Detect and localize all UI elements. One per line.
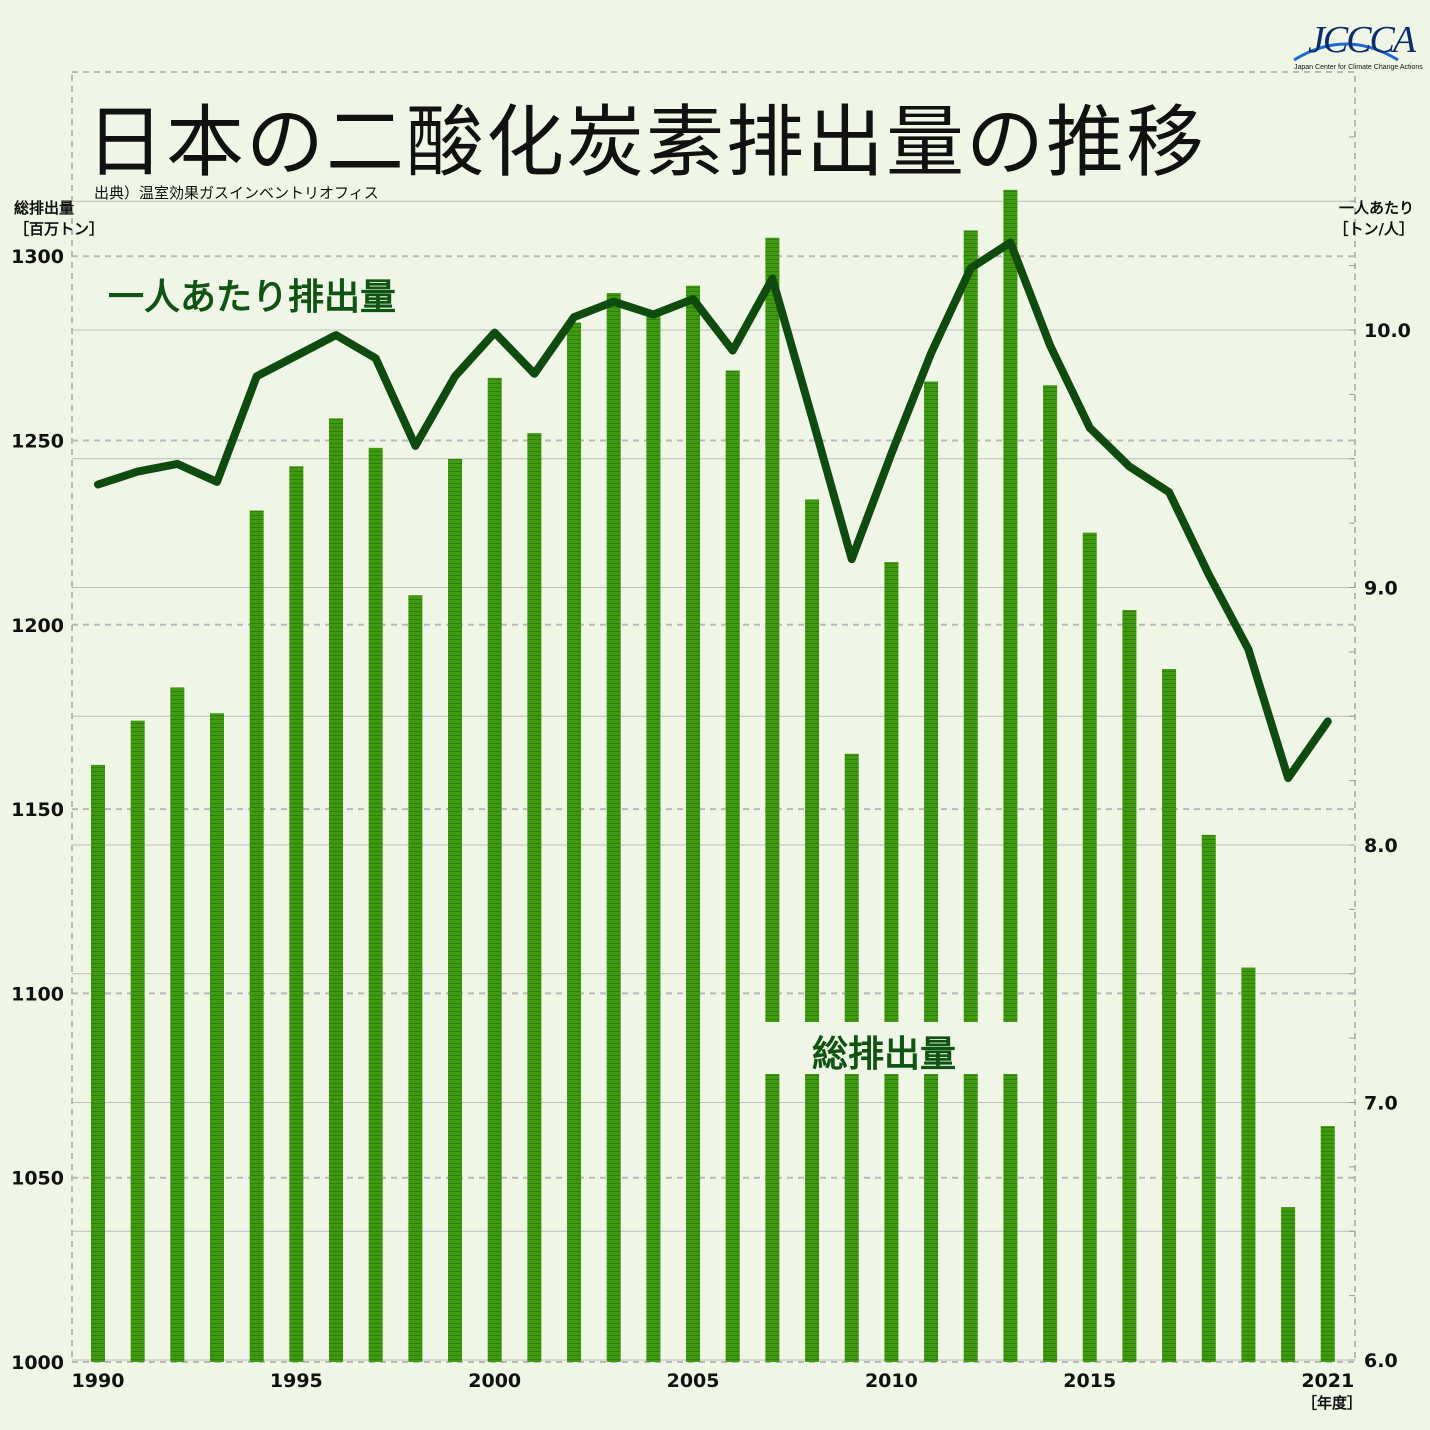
left-tick-label: 1050	[11, 1168, 64, 1190]
bar	[567, 322, 582, 1363]
bar	[1082, 532, 1097, 1362]
left-tick-label: 1300	[11, 246, 64, 268]
bar	[686, 285, 701, 1362]
bar	[884, 562, 899, 1362]
series-line-per-capita	[94, 238, 1332, 783]
bar	[329, 418, 344, 1362]
bar	[1043, 385, 1058, 1363]
x-tick-label: 2015	[1063, 1370, 1116, 1392]
bar	[606, 293, 621, 1362]
bar	[1162, 669, 1177, 1362]
bar	[1241, 967, 1256, 1362]
bar	[249, 510, 264, 1362]
right-tick-label: 8.0	[1364, 835, 1398, 857]
chart-source: 出典）温室効果ガスインベントリオフィス	[94, 184, 379, 202]
left-tick-label: 1000	[11, 1352, 64, 1374]
series-label-backdrop	[760, 1022, 1040, 1074]
logo-text: JCCCA	[1308, 19, 1416, 61]
logo-subtitle: Japan Center for Climate Change Actions	[1294, 64, 1423, 71]
right-axis-title-line1: 一人あたり	[1338, 199, 1414, 217]
x-tick-label: 2005	[667, 1370, 720, 1392]
chart-title: 日本の二酸化炭素排出量の推移	[86, 98, 1207, 188]
right-tick-label: 7.0	[1364, 1093, 1398, 1115]
bar	[924, 381, 939, 1362]
right-tick-label: 10.0	[1364, 320, 1411, 342]
bar	[1201, 834, 1216, 1362]
bar	[1122, 610, 1137, 1362]
bar	[765, 237, 780, 1362]
bar	[963, 230, 978, 1363]
bar	[487, 377, 502, 1362]
left-tick-label: 1100	[11, 983, 64, 1005]
bar	[805, 499, 820, 1362]
series-label-per-capita: 一人あたり排出量	[108, 277, 397, 318]
x-tick-label: 2000	[468, 1370, 521, 1392]
bar	[170, 687, 185, 1362]
left-axis-title-line1: 総排出量	[14, 199, 75, 217]
bar	[527, 433, 542, 1362]
bar	[91, 764, 105, 1362]
jccca-logo: JCCCA Japan Center for Climate Change Ac…	[1290, 18, 1423, 76]
bar	[646, 311, 661, 1362]
right-tick-label: 9.0	[1364, 578, 1398, 600]
bar	[1320, 1126, 1335, 1362]
bar	[130, 720, 145, 1362]
right-axis-title-line2: ［トン/人］	[1333, 220, 1414, 238]
logo-swoosh-icon	[1293, 42, 1399, 62]
bar	[725, 370, 740, 1362]
x-tick-label: 2010	[865, 1370, 918, 1392]
bar	[448, 458, 463, 1362]
bar	[289, 466, 304, 1362]
bar	[1281, 1207, 1296, 1362]
x-tick-label: 2021	[1301, 1370, 1354, 1392]
right-tick-label: 6.0	[1364, 1350, 1398, 1372]
left-axis-title-line2: ［百万トン］	[14, 220, 105, 238]
x-tick-label: 1990	[72, 1370, 125, 1392]
bar	[1003, 189, 1018, 1362]
bar	[408, 595, 423, 1362]
left-tick-label: 1200	[11, 615, 64, 637]
series-label-total: 総排出量	[812, 1034, 957, 1075]
left-tick-label: 1250	[11, 431, 64, 453]
x-tick-label: 1995	[270, 1370, 323, 1392]
bar	[210, 713, 225, 1362]
x-axis-unit: ［年度］	[1301, 1394, 1362, 1412]
bar	[368, 447, 383, 1362]
left-axis-title: 総排出量 ［百万トン］	[14, 198, 104, 240]
left-tick-label: 1150	[11, 799, 64, 821]
right-axis-title: 一人あたり ［トン/人］	[1334, 198, 1414, 240]
